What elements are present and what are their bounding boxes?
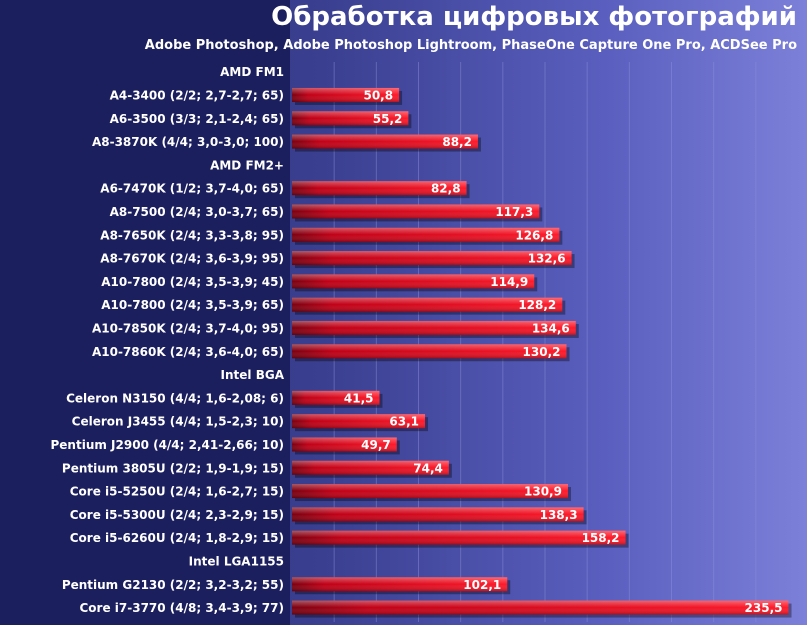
data-label: 235,5 <box>745 601 783 615</box>
bar-highlight <box>292 181 467 196</box>
bar-highlight <box>292 274 535 289</box>
category-label: Pentium J2900 (4/4; 2,41-2,66; 10) <box>51 438 285 452</box>
bar-highlight <box>292 297 563 312</box>
data-label: 117,3 <box>495 205 533 219</box>
category-label: Celeron N3150 (4/4; 1,6-2,08; 6) <box>66 391 284 405</box>
bar-highlight <box>292 484 568 499</box>
category-label: A6-7470K (1/2; 3,7-4,0; 65) <box>100 182 284 196</box>
category-label: A8-7650K (2/4; 3,3-3,8; 95) <box>100 228 284 242</box>
group-header: Intel LGA1155 <box>189 554 284 568</box>
category-label: A10-7800 (2/4; 3,5-3,9; 65) <box>101 298 284 312</box>
category-label: Pentium 3805U (2/2; 1,9-1,9; 15) <box>62 461 284 475</box>
bar-highlight <box>292 390 380 405</box>
chart-subtitle: Adobe Photoshop, Adobe Photoshop Lightro… <box>144 38 797 53</box>
bar-row: A10-7850K (2/4; 3,7-4,0; 95) 134,6 <box>92 320 579 338</box>
bar-row: Core i5-5250U (2/4; 1,6-2,7; 15) 130,9 <box>70 484 571 502</box>
group-header: Intel BGA <box>221 368 285 382</box>
data-label: 88,2 <box>442 135 472 149</box>
label-panel <box>0 0 290 625</box>
category-label: A10-7850K (2/4; 3,7-4,0; 95) <box>92 321 284 335</box>
bar-row: A8-7670K (2/4; 3,6-3,9; 95) 132,6 <box>100 251 575 269</box>
category-label: Core i5-5300U (2/4; 2,3-2,9; 15) <box>70 508 284 522</box>
bar-row: Pentium 3805U (2/2; 1,9-1,9; 15) 74,4 <box>62 460 452 478</box>
bar-row: A6-3500 (3/3; 2,1-2,4; 65) 55,2 <box>110 111 412 129</box>
category-label: Core i5-6260U (2/4; 1,8-2,9; 15) <box>70 531 284 545</box>
bar-row: Core i7-3770 (4/8; 3,4-3,9; 77) 235,5 <box>79 600 792 618</box>
bar-highlight <box>292 251 572 266</box>
bar-highlight <box>292 507 584 522</box>
bar-row: Core i5-6260U (2/4; 1,8-2,9; 15) 158,2 <box>70 530 629 548</box>
group-label: Intel LGA1155 <box>189 554 284 568</box>
category-label: A8-3870K (4/4; 3,0-3,0; 100) <box>92 135 284 149</box>
category-label: A10-7860K (2/4; 3,6-4,0; 65) <box>92 345 284 359</box>
bar-row: A10-7800 (2/4; 3,5-3,9; 45) 114,9 <box>101 274 538 292</box>
category-label: Core i7-3770 (4/8; 3,4-3,9; 77) <box>79 601 284 615</box>
chart-rows: AMD FM1 A4-3400 (2/2; 2,7-2,7; 65) 50,8 A6-… <box>51 65 792 618</box>
chart-title: Обработка цифровых фотографий <box>271 2 797 32</box>
data-label: 132,6 <box>528 252 566 266</box>
data-label: 128,2 <box>518 298 556 312</box>
data-label: 126,8 <box>515 228 553 242</box>
bar-row: A8-7650K (2/4; 3,3-3,8; 95) 126,8 <box>100 227 563 245</box>
bar-highlight <box>292 600 789 615</box>
bar-row: A8-7500 (2/4; 3,0-3,7; 65) 117,3 <box>110 204 543 222</box>
data-label: 50,8 <box>363 88 393 102</box>
bar-highlight <box>292 344 567 359</box>
bar-highlight <box>292 460 449 475</box>
category-label: Celeron J3455 (4/4; 1,5-2,3; 10) <box>72 415 284 429</box>
group-label: AMD FM1 <box>220 65 284 79</box>
bar-row: A10-7860K (2/4; 3,6-4,0; 65) 130,2 <box>92 344 570 362</box>
bar-highlight <box>292 134 478 149</box>
data-label: 82,8 <box>431 182 461 196</box>
category-label: Pentium G2130 (2/2; 3,2-3,2; 55) <box>62 578 284 592</box>
data-label: 63,1 <box>389 415 419 429</box>
category-label: A8-7670K (2/4; 3,6-3,9; 95) <box>100 252 284 266</box>
data-label: 102,1 <box>463 578 501 592</box>
data-label: 130,9 <box>524 485 562 499</box>
bar-row: Core i5-5300U (2/4; 2,3-2,9; 15) 138,3 <box>70 507 587 525</box>
group-label: AMD FM2+ <box>210 158 284 172</box>
bar-highlight <box>292 111 409 126</box>
group-label: Intel BGA <box>221 368 285 382</box>
bar-highlight <box>292 437 397 452</box>
data-label: 158,2 <box>582 531 620 545</box>
bar-highlight <box>292 414 426 429</box>
bar-highlight <box>292 577 508 592</box>
data-label: 138,3 <box>540 508 578 522</box>
bar-highlight <box>292 87 400 102</box>
gridlines <box>333 62 757 622</box>
bar-row: Pentium J2900 (4/4; 2,41-2,66; 10) 49,7 <box>51 437 400 455</box>
category-label: Core i5-5250U (2/4; 1,6-2,7; 15) <box>70 485 284 499</box>
group-header: AMD FM1 <box>220 65 284 79</box>
bar-row: A10-7800 (2/4; 3,5-3,9; 65) 128,2 <box>101 297 566 315</box>
bar-highlight <box>292 204 540 219</box>
bar-row: A4-3400 (2/2; 2,7-2,7; 65) 50,8 <box>110 87 403 105</box>
bar-row: A8-3870K (4/4; 3,0-3,0; 100) 88,2 <box>92 134 481 152</box>
bar-row: A6-7470K (1/2; 3,7-4,0; 65) 82,8 <box>100 181 470 199</box>
category-label: A4-3400 (2/2; 2,7-2,7; 65) <box>110 88 284 102</box>
bar-row: Celeron N3150 (4/4; 1,6-2,08; 6) 41,5 <box>66 390 383 408</box>
data-label: 74,4 <box>413 461 443 475</box>
data-label: 134,6 <box>532 321 570 335</box>
bar-row: Pentium G2130 (2/2; 3,2-3,2; 55) 102,1 <box>62 577 511 595</box>
category-label: A6-3500 (3/3; 2,1-2,4; 65) <box>110 112 284 126</box>
bar-row: Celeron J3455 (4/4; 1,5-2,3; 10) 63,1 <box>72 414 429 432</box>
category-label: A10-7800 (2/4; 3,5-3,9; 45) <box>101 275 284 289</box>
bar-highlight <box>292 530 626 545</box>
category-label: A8-7500 (2/4; 3,0-3,7; 65) <box>110 205 284 219</box>
data-label: 130,2 <box>523 345 561 359</box>
data-label: 41,5 <box>344 391 374 405</box>
bar-highlight <box>292 320 576 335</box>
data-label: 55,2 <box>373 112 403 126</box>
data-label: 49,7 <box>361 438 391 452</box>
data-label: 114,9 <box>490 275 528 289</box>
group-header: AMD FM2+ <box>210 158 284 172</box>
bar-highlight <box>292 227 560 242</box>
